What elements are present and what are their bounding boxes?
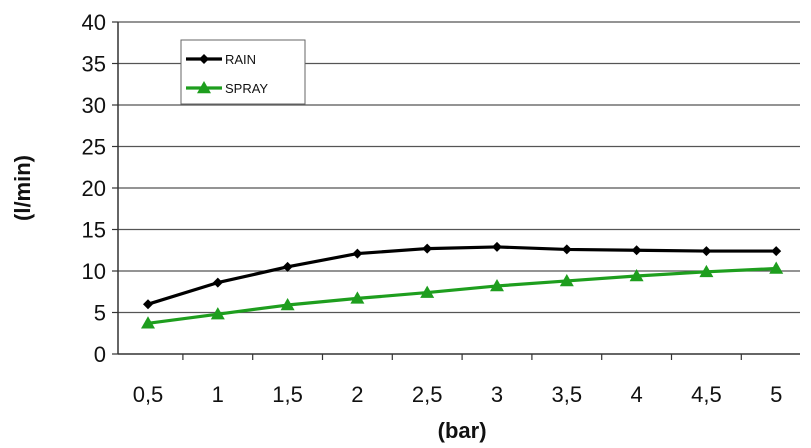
data-point-spray xyxy=(210,307,225,320)
x-tick-label: 3,5 xyxy=(552,382,583,407)
data-point-rain xyxy=(561,244,572,255)
data-point-rain xyxy=(771,246,782,257)
y-tick-label: 40 xyxy=(82,10,106,35)
data-point-rain xyxy=(631,245,642,256)
legend-marker xyxy=(197,81,211,94)
data-point-spray xyxy=(559,273,574,287)
legend-item-spray: SPRAY xyxy=(186,81,268,96)
x-axis-title: (bar) xyxy=(438,418,487,443)
legend-label: RAIN xyxy=(225,52,256,67)
y-tick-label: 25 xyxy=(82,135,106,160)
legend-box xyxy=(180,39,306,105)
legend: RAIN SPRAY xyxy=(180,39,306,105)
series-spray xyxy=(141,261,784,329)
data-point-rain xyxy=(143,299,153,310)
y-tick-label: 30 xyxy=(82,93,106,118)
x-tick-label: 2 xyxy=(351,382,363,407)
data-point-rain xyxy=(352,248,363,259)
data-point-rain xyxy=(492,241,502,252)
x-tick-label: 3 xyxy=(491,382,503,407)
data-point-spray xyxy=(280,298,295,311)
data-point-spray xyxy=(699,264,714,278)
legend-label: SPRAY xyxy=(225,81,268,96)
data-point-rain xyxy=(422,243,433,254)
series-rain xyxy=(143,241,782,310)
data-point-spray xyxy=(420,285,435,298)
legend-item-rain: RAIN xyxy=(186,52,256,67)
y-tick-label: 35 xyxy=(82,52,106,77)
x-tick-label: 1,5 xyxy=(272,382,303,407)
x-tick-label: 5 xyxy=(770,382,782,407)
data-point-rain xyxy=(701,246,712,257)
data-point-spray xyxy=(769,261,784,274)
series-line-spray xyxy=(147,266,777,325)
y-tick-label: 20 xyxy=(82,176,106,201)
y-tick-label: 10 xyxy=(82,259,106,284)
x-tick-label: 2,5 xyxy=(412,382,443,407)
series-layer xyxy=(141,241,784,329)
data-point-spray xyxy=(350,291,365,304)
data-point-spray xyxy=(490,278,504,292)
x-axis-ticks: 0,5 1 1,5 2 2,5 3 3,5 4 4,5 5 xyxy=(133,354,782,407)
y-tick-label: 15 xyxy=(82,218,106,243)
x-tick-label: 0,5 xyxy=(133,382,164,407)
x-tick-label: 4 xyxy=(630,382,642,407)
y-tick-label: 0 xyxy=(94,342,106,367)
y-axis-ticks: 0 5 10 15 20 25 30 35 40 xyxy=(82,10,118,367)
series-line-rain xyxy=(147,245,777,306)
x-tick-label: 4,5 xyxy=(691,382,722,407)
data-point-spray xyxy=(629,268,644,282)
data-point-rain xyxy=(282,261,293,272)
data-point-rain xyxy=(212,277,223,288)
y-axis-title: (l/min) xyxy=(10,155,35,221)
y-tick-label: 5 xyxy=(94,301,106,326)
data-point-spray xyxy=(141,316,155,329)
legend-marker xyxy=(199,54,209,64)
x-tick-label: 1 xyxy=(212,382,224,407)
